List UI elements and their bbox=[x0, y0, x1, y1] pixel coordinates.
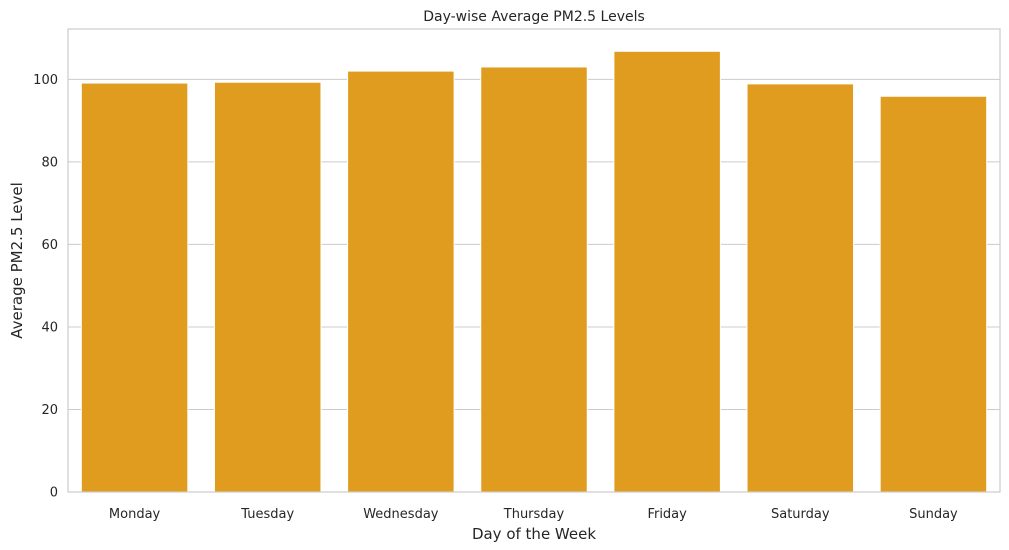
y-tick-label: 0 bbox=[50, 486, 58, 501]
x-tick-label-sunday: Sunday bbox=[909, 507, 958, 522]
bar-saturday bbox=[746, 83, 855, 493]
bar-friday bbox=[613, 50, 721, 493]
y-tick-label: 20 bbox=[41, 403, 58, 418]
y-tick-label: 60 bbox=[41, 238, 58, 253]
bar-sunday bbox=[879, 95, 988, 493]
plot-area bbox=[67, 28, 1001, 493]
y-tick-label: 100 bbox=[33, 73, 58, 88]
bar-thursday bbox=[480, 66, 588, 493]
x-tick-label-thursday: Thursday bbox=[503, 507, 565, 522]
chart-title: Day-wise Average PM2.5 Levels bbox=[423, 9, 645, 25]
x-axis-ticks: Monday Tuesday Wednesday Thursday Friday Satu… bbox=[109, 507, 958, 522]
x-tick-label-wednesday: Wednesday bbox=[363, 507, 439, 522]
x-tick-label-tuesday: Tuesday bbox=[240, 507, 294, 522]
y-axis-ticks: 0 20 40 60 80 100 bbox=[33, 73, 58, 501]
bar-wednesday bbox=[347, 70, 455, 493]
y-tick-label: 40 bbox=[41, 320, 58, 335]
bar-tuesday bbox=[213, 81, 322, 493]
bars bbox=[80, 50, 988, 493]
x-axis-label: Day of the Week bbox=[472, 525, 596, 543]
bar-monday bbox=[80, 82, 189, 493]
x-tick-label-saturday: Saturday bbox=[771, 507, 830, 522]
y-axis-label: Average PM2.5 Level bbox=[8, 182, 26, 339]
x-tick-label-monday: Monday bbox=[109, 507, 161, 522]
y-tick-label: 80 bbox=[41, 155, 58, 170]
x-tick-label-friday: Friday bbox=[647, 507, 687, 522]
